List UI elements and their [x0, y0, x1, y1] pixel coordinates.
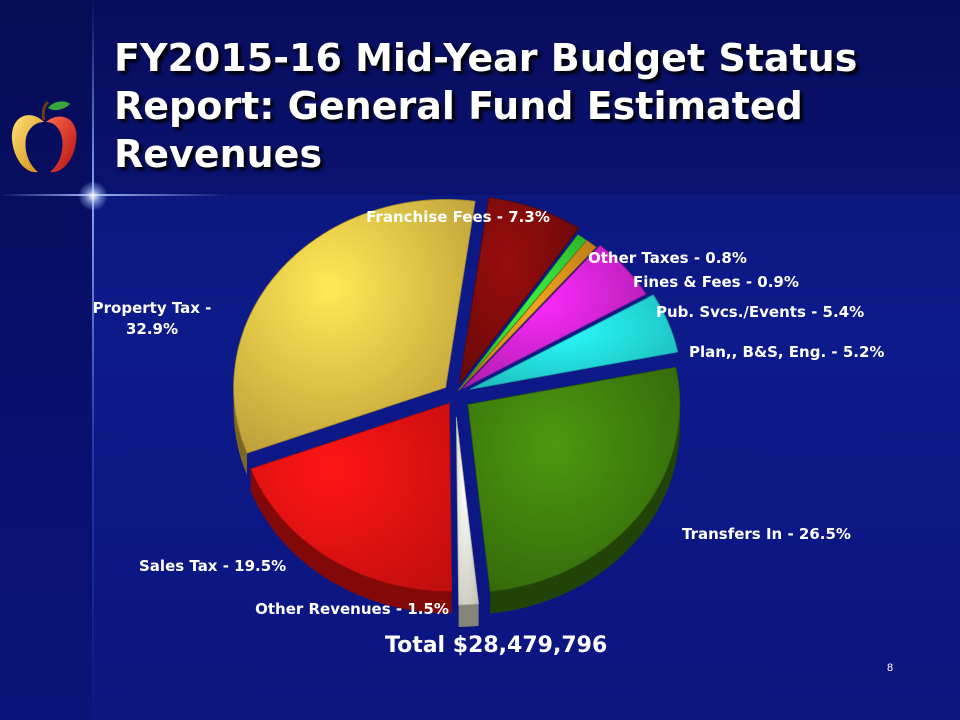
pie-slice-label: Plan,, B&S, Eng. - 5.2%	[689, 343, 884, 361]
pie-slice	[455, 416, 480, 606]
pie-slice-label: Franchise Fees - 7.3%	[366, 208, 550, 226]
slide-title: FY2015-16 Mid-Year Budget Status Report:…	[114, 36, 858, 176]
pie-slices	[233, 197, 681, 606]
light-flare	[78, 181, 108, 211]
pie-slice	[233, 199, 476, 454]
pie-slice	[467, 366, 681, 592]
pie-slice-label: Other Taxes - 0.8%	[588, 249, 747, 267]
pie-slice-label: Transfers In - 26.5%	[682, 525, 851, 543]
pie-slice-label: Pub. Svcs./Events - 5.4%	[656, 303, 864, 321]
pie-labels: Franchise Fees - 7.3% Other Taxes - 0.8% F…	[93, 208, 885, 618]
pie-slice-side	[458, 603, 479, 627]
pie-side-walls	[233, 387, 680, 627]
page-number: 8	[887, 662, 894, 674]
pie-slice	[469, 294, 679, 390]
pie-slice-label: Other Revenues - 1.5%	[255, 600, 449, 618]
apple-logo-icon	[11, 100, 77, 173]
pie-slice	[458, 239, 597, 391]
vertical-accent-line	[92, 0, 94, 720]
pie-slice-label: Property Tax -32.9%	[93, 299, 212, 338]
pie-slice	[458, 197, 580, 385]
pie-slice	[250, 402, 453, 592]
pie-slice-label: Sales Tax - 19.5%	[139, 557, 286, 575]
pie-slice-side	[490, 404, 680, 614]
title-band	[0, 0, 960, 195]
pie-slice-side	[250, 468, 452, 614]
pie-slice-side	[233, 387, 247, 476]
pie-slice	[462, 244, 647, 389]
horizontal-accent-line	[0, 194, 230, 196]
total-revenue: Total $28,479,796	[385, 633, 608, 658]
left-band	[0, 0, 92, 720]
pie-slice-label: Fines & Fees - 0.9%	[633, 273, 799, 291]
